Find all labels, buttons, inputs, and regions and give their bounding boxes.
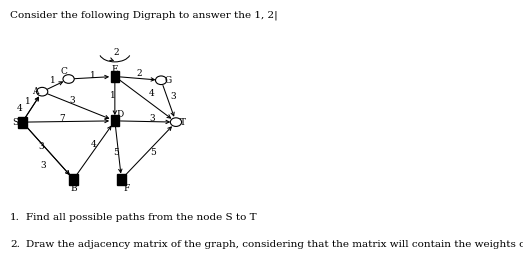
Text: 5: 5 (113, 148, 119, 157)
Circle shape (155, 76, 167, 85)
Bar (117, 174, 126, 185)
Text: 2: 2 (113, 48, 119, 57)
Text: 4: 4 (17, 104, 23, 113)
Text: 1.: 1. (10, 214, 20, 222)
Circle shape (63, 75, 74, 83)
Text: B: B (70, 184, 77, 193)
Circle shape (37, 87, 48, 96)
Text: 1: 1 (110, 91, 116, 101)
Text: 1: 1 (50, 76, 56, 85)
Text: A: A (32, 87, 38, 96)
Circle shape (170, 118, 181, 127)
Text: D: D (117, 110, 124, 119)
Text: F: F (123, 184, 130, 193)
Text: 1: 1 (25, 97, 31, 106)
Bar (18, 117, 27, 128)
Text: Find all possible paths from the node S to T: Find all possible paths from the node S … (26, 214, 256, 222)
Text: 3: 3 (150, 114, 155, 123)
Text: Consider the following Digraph to answer the 1, 2|: Consider the following Digraph to answer… (10, 10, 278, 20)
Text: 4: 4 (90, 140, 96, 149)
Text: 2: 2 (136, 69, 142, 78)
Text: 2.: 2. (10, 240, 20, 249)
Bar (110, 71, 119, 82)
Bar (69, 174, 78, 185)
Text: T: T (180, 118, 186, 127)
Text: 7: 7 (59, 114, 65, 123)
Text: 3: 3 (69, 96, 75, 105)
Bar (110, 115, 119, 127)
Text: G: G (165, 76, 172, 85)
Text: Draw the adjacency matrix of the graph, considering that the matrix will contain: Draw the adjacency matrix of the graph, … (26, 240, 523, 249)
Text: 4: 4 (149, 89, 154, 98)
Text: 3: 3 (171, 92, 176, 101)
Text: C: C (61, 67, 67, 76)
Text: S: S (12, 118, 18, 127)
Text: 3: 3 (40, 161, 46, 170)
Text: E: E (111, 65, 118, 74)
Text: 5: 5 (151, 148, 156, 157)
Text: 3: 3 (38, 143, 44, 151)
Text: 1: 1 (90, 71, 96, 80)
